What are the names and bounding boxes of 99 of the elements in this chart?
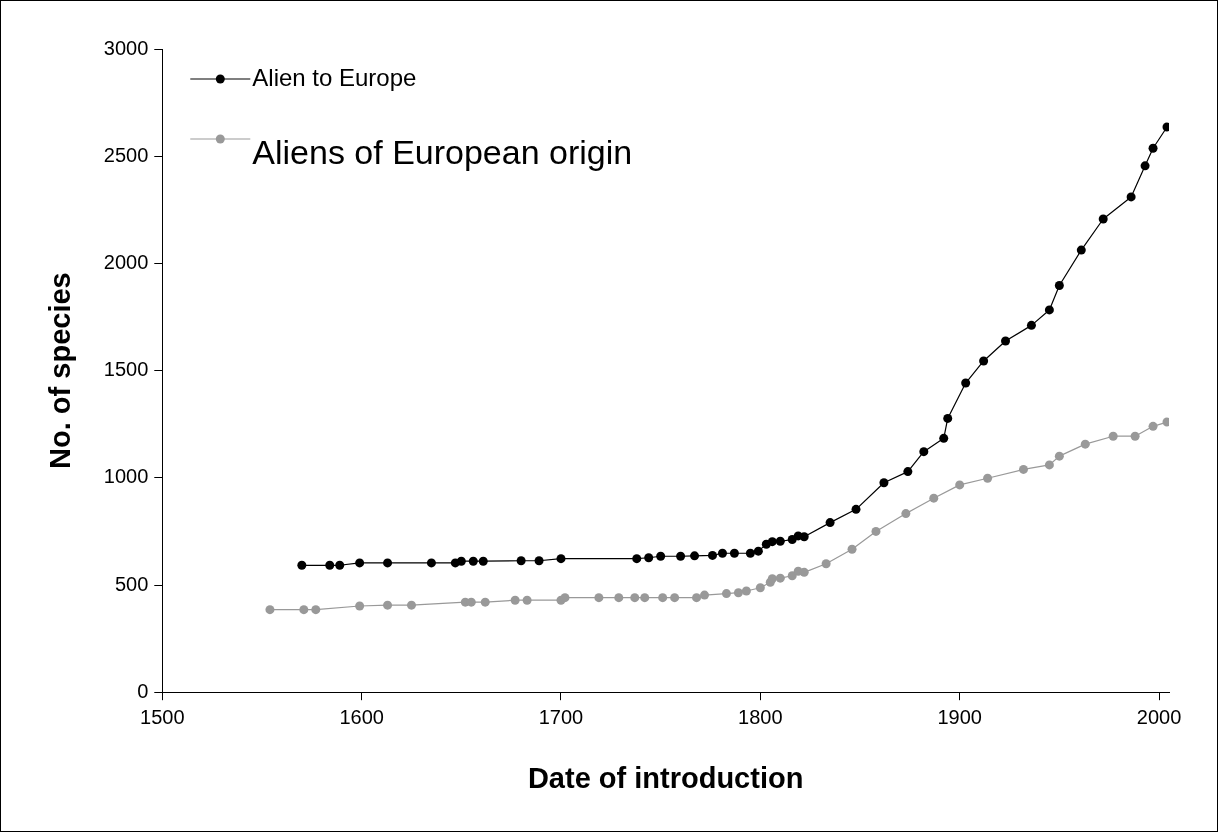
point — [799, 567, 809, 577]
point — [614, 593, 624, 603]
y-axis-title: No. of species — [44, 272, 77, 469]
point — [534, 556, 544, 566]
point — [632, 554, 642, 564]
point — [297, 560, 307, 570]
point — [383, 558, 393, 568]
point — [775, 536, 785, 546]
point — [755, 583, 765, 593]
point — [1126, 192, 1136, 202]
point — [406, 600, 416, 610]
x-tick-label: 1700 — [538, 705, 584, 728]
legend-label: Aliens of European origin — [252, 133, 633, 172]
point — [480, 597, 490, 607]
x-tick-label: 2000 — [1136, 705, 1182, 728]
point — [456, 556, 466, 566]
point — [707, 550, 717, 560]
point — [1044, 460, 1054, 470]
point — [1001, 336, 1011, 346]
point — [1148, 143, 1158, 153]
point — [767, 537, 777, 547]
point — [787, 571, 797, 581]
point — [311, 605, 321, 615]
point — [656, 551, 666, 561]
point — [1026, 320, 1036, 330]
point — [851, 504, 861, 514]
point — [468, 556, 478, 566]
point — [560, 593, 570, 603]
point — [690, 551, 700, 561]
point — [1018, 464, 1028, 474]
point — [821, 559, 831, 569]
point — [979, 356, 989, 366]
point — [753, 546, 763, 556]
point — [658, 593, 668, 603]
point — [901, 509, 911, 519]
point — [1148, 421, 1158, 431]
x-tick-label: 1900 — [937, 705, 982, 728]
x-tick-label: 1500 — [140, 705, 185, 728]
y-tick-label: 3000 — [103, 36, 149, 59]
point — [640, 593, 650, 603]
point — [676, 551, 686, 561]
point — [1054, 280, 1064, 290]
point — [700, 590, 710, 600]
point — [721, 589, 731, 599]
y-tick-label: 1000 — [103, 465, 149, 488]
point — [426, 558, 436, 568]
point — [847, 544, 857, 554]
point — [929, 493, 939, 503]
y-tick-label: 2000 — [103, 250, 149, 273]
point — [478, 556, 488, 566]
point — [299, 605, 309, 615]
point — [1140, 161, 1150, 171]
point — [644, 553, 654, 563]
point — [919, 447, 929, 457]
legend-label: Alien to Europe — [252, 63, 417, 91]
x-axis-title: Date of introduction — [527, 761, 804, 794]
y-tick-label: 500 — [114, 572, 149, 595]
point — [594, 593, 604, 603]
point — [355, 558, 365, 568]
point — [335, 560, 345, 570]
point — [741, 586, 751, 596]
point — [1080, 439, 1090, 449]
point — [717, 548, 727, 558]
point — [729, 548, 739, 558]
point — [355, 601, 365, 611]
x-tick-label: 1600 — [339, 705, 384, 728]
point — [670, 593, 680, 603]
y-tick-label: 0 — [137, 679, 149, 702]
point — [903, 467, 913, 477]
point — [943, 413, 953, 423]
y-tick-label: 2500 — [103, 143, 149, 166]
point — [955, 480, 965, 490]
point — [825, 518, 835, 528]
point — [745, 548, 755, 558]
point — [1098, 214, 1108, 224]
point — [265, 605, 275, 615]
point — [939, 433, 949, 443]
point — [1076, 245, 1086, 255]
point — [630, 593, 640, 603]
point — [983, 473, 993, 483]
point — [961, 378, 971, 388]
point — [556, 554, 566, 564]
point — [1108, 431, 1118, 441]
point — [879, 478, 889, 488]
point — [516, 556, 526, 566]
point — [733, 588, 743, 598]
point — [775, 573, 785, 583]
point — [799, 532, 809, 542]
point — [325, 560, 335, 570]
point — [383, 600, 393, 610]
point — [1044, 305, 1054, 315]
point — [871, 526, 881, 536]
point — [1130, 431, 1140, 441]
point — [1054, 451, 1064, 461]
x-tick-label: 1800 — [738, 705, 783, 728]
y-tick-label: 1500 — [103, 358, 149, 381]
point — [522, 595, 532, 605]
point — [510, 595, 520, 605]
point — [692, 593, 702, 603]
